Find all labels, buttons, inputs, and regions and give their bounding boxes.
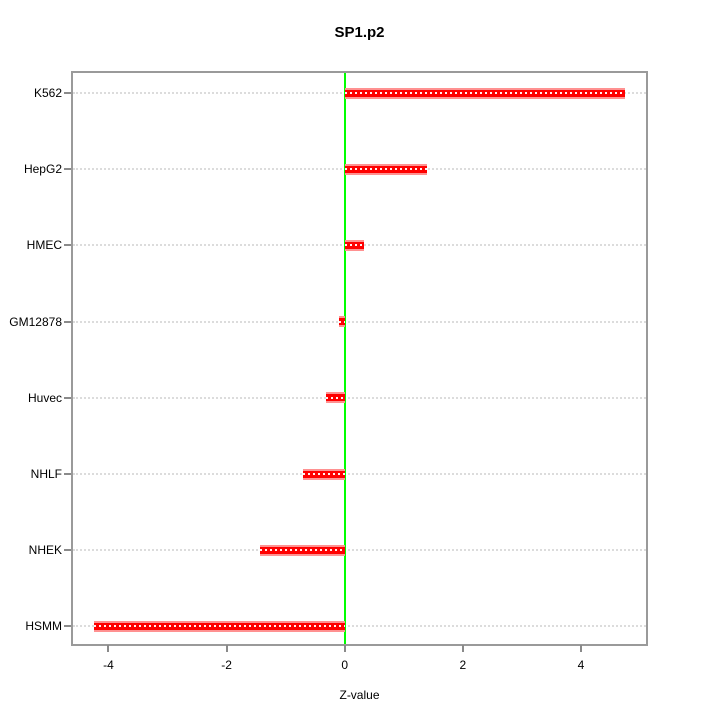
bar-nhek — [259, 544, 345, 556]
gridline — [73, 320, 646, 323]
bar-dotted-pattern — [303, 473, 345, 475]
bar-k562 — [344, 87, 626, 99]
bar-gm12878 — [338, 316, 345, 328]
bar-dotted-pattern — [344, 244, 365, 247]
y-label-nhlf: NHLF — [30, 467, 62, 481]
bar-nhlf — [303, 468, 345, 480]
x-tick-label: -4 — [103, 658, 114, 672]
bar-hepg2 — [344, 163, 428, 175]
x-axis-title: Z-value — [339, 688, 380, 702]
y-label-hmec: HMEC — [26, 238, 62, 253]
x-tick — [225, 645, 228, 652]
gridline — [73, 396, 646, 399]
y-tick — [64, 168, 71, 171]
x-tick — [107, 645, 110, 652]
x-tick — [343, 645, 346, 652]
x-tick-label: 0 — [341, 658, 349, 672]
plot-area — [71, 71, 648, 646]
y-label-nhek: NHEK — [28, 543, 62, 558]
bar-dotted-pattern — [93, 625, 345, 628]
y-tick — [64, 244, 71, 247]
gridline — [73, 625, 646, 628]
y-tick — [64, 473, 71, 475]
x-tick — [461, 645, 464, 652]
bar-huvec — [326, 392, 345, 404]
bar-dotted-pattern — [344, 168, 428, 171]
gridline — [73, 549, 646, 552]
x-tick — [580, 645, 583, 652]
y-label-huvec: Huvec — [27, 390, 62, 405]
zero-line — [343, 73, 346, 644]
bar-hmec — [344, 239, 365, 251]
bar-dotted-pattern — [344, 92, 626, 94]
y-tick — [64, 549, 71, 552]
y-tick — [64, 625, 71, 628]
y-label-hepg2: HepG2 — [23, 162, 62, 177]
y-tick — [64, 396, 71, 399]
y-tick — [64, 92, 71, 94]
bar-dotted-pattern — [338, 320, 345, 323]
y-label-k562: K562 — [33, 86, 62, 100]
y-tick — [64, 320, 71, 323]
bar-hsmm — [93, 620, 345, 632]
bar-dotted-pattern — [326, 396, 345, 399]
bar-dotted-pattern — [259, 549, 345, 552]
x-tick-label: 2 — [459, 658, 467, 672]
y-label-gm12878: GM12878 — [9, 314, 62, 329]
chart-title: SP1.p2 — [334, 24, 385, 41]
x-tick-label: 4 — [577, 658, 585, 672]
y-label-hsmm: HSMM — [25, 619, 62, 634]
x-tick-label: -2 — [221, 658, 232, 672]
gridline — [73, 473, 646, 475]
